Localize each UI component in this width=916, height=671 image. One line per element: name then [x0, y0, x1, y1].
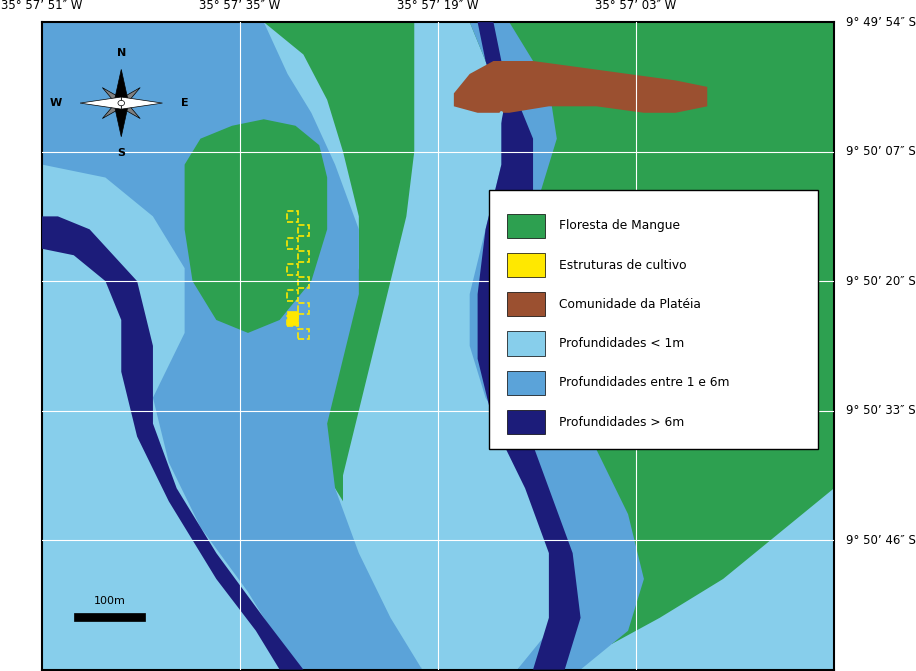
Polygon shape [121, 97, 162, 109]
Text: 9° 50’ 46″ S: 9° 50’ 46″ S [845, 533, 916, 547]
Bar [507, 410, 545, 434]
Circle shape [118, 101, 125, 106]
Bar [507, 292, 545, 317]
Text: Profundidades entre 1 e 6m: Profundidades entre 1 e 6m [559, 376, 730, 389]
Bar [74, 613, 145, 621]
Bar [287, 211, 298, 221]
Text: Profundidades < 1m: Profundidades < 1m [559, 337, 684, 350]
Polygon shape [470, 22, 644, 670]
Bar [507, 370, 545, 395]
Text: S: S [117, 148, 125, 158]
Text: 9° 50’ 33″ S: 9° 50’ 33″ S [845, 404, 915, 417]
Text: 9° 49’ 54″ S: 9° 49’ 54″ S [845, 15, 916, 29]
Bar [287, 264, 298, 274]
Bar [298, 303, 309, 313]
Text: Floresta de Mangue: Floresta de Mangue [559, 219, 681, 232]
Polygon shape [42, 22, 422, 670]
Polygon shape [477, 22, 581, 670]
Text: 35° 57’ 19″ W: 35° 57’ 19″ W [398, 0, 479, 13]
Bar [489, 191, 818, 450]
Polygon shape [453, 61, 707, 113]
Bar [507, 331, 545, 356]
Polygon shape [518, 488, 834, 670]
Polygon shape [114, 103, 128, 137]
Bar [507, 213, 545, 238]
Text: 9° 50’ 07″ S: 9° 50’ 07″ S [845, 145, 916, 158]
Text: Estruturas de cultivo: Estruturas de cultivo [559, 258, 687, 272]
Bar [298, 277, 309, 288]
Text: 100m: 100m [93, 596, 125, 606]
Text: W: W [49, 98, 62, 108]
Bar [287, 238, 298, 249]
Bar [287, 311, 298, 325]
Bar [298, 252, 309, 262]
Text: 35° 57’ 51″ W: 35° 57’ 51″ W [2, 0, 82, 13]
Polygon shape [80, 97, 121, 109]
Text: Profundidades > 6m: Profundidades > 6m [559, 415, 684, 429]
Polygon shape [42, 22, 422, 670]
Bar [298, 329, 309, 340]
Text: 35° 57’ 03″ W: 35° 57’ 03″ W [595, 0, 677, 13]
Bar [507, 253, 545, 277]
Text: N: N [116, 48, 125, 58]
Polygon shape [185, 119, 327, 333]
Polygon shape [114, 69, 128, 103]
Text: E: E [180, 98, 189, 108]
Polygon shape [118, 100, 140, 119]
Bar [287, 316, 298, 327]
Polygon shape [103, 100, 125, 119]
Text: Comunidade da Platéia: Comunidade da Platéia [559, 298, 701, 311]
Polygon shape [118, 88, 140, 106]
Polygon shape [343, 22, 612, 670]
Text: 35° 57’ 35″ W: 35° 57’ 35″ W [200, 0, 280, 13]
Polygon shape [42, 216, 303, 670]
Bar [298, 225, 309, 236]
Polygon shape [103, 88, 125, 106]
Bar [287, 290, 298, 301]
Text: 9° 50’ 20″ S: 9° 50’ 20″ S [845, 274, 916, 288]
